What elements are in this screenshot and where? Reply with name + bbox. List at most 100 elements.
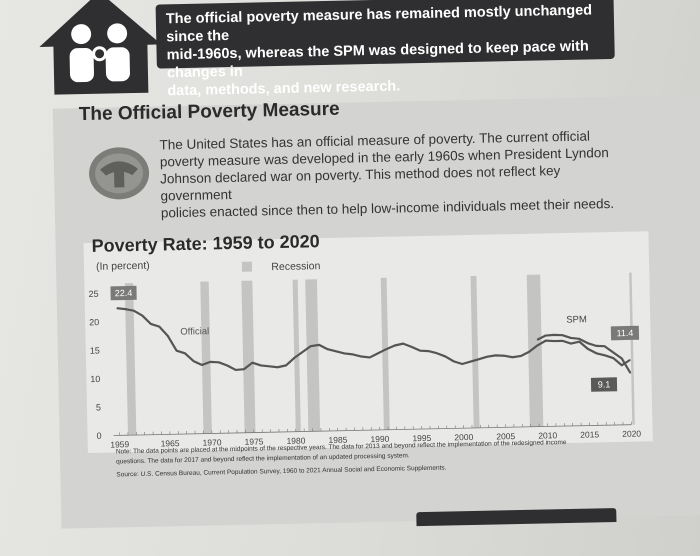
- official-data-point: [536, 344, 539, 346]
- official-data-point: [343, 352, 346, 355]
- recession-legend-swatch: [241, 261, 253, 272]
- official-data-point: [402, 343, 404, 345]
- official-data-point: [243, 368, 245, 370]
- official-data-point: [461, 363, 463, 365]
- y-tick-label: 15: [90, 346, 100, 356]
- official-data-point: [553, 340, 555, 342]
- spm-series-label: SPM: [566, 314, 587, 325]
- official-data-point: [167, 335, 169, 337]
- official-data-point: [520, 355, 522, 357]
- official-data-point: [310, 345, 312, 347]
- official-data-point: [158, 326, 160, 328]
- x-axis-line: [113, 424, 632, 436]
- official-data-point: [335, 350, 337, 352]
- official-end-value-label: 11.4: [616, 328, 633, 338]
- official-data-point: [503, 355, 505, 357]
- official-data-point: [141, 315, 143, 317]
- official-data-point: [150, 323, 152, 325]
- official-data-point: [352, 353, 354, 355]
- official-data-point: [385, 348, 388, 350]
- official-series-line: [116, 307, 631, 372]
- official-data-point: [133, 310, 135, 312]
- official-data-point: [285, 364, 287, 367]
- official-data-point: [277, 366, 279, 368]
- recession-band: [241, 280, 256, 433]
- official-data-point: [369, 356, 371, 359]
- official-data-point: [218, 361, 220, 363]
- x-tick-label: 1970: [202, 437, 221, 447]
- recession-band: [380, 277, 390, 430]
- official-data-point: [486, 356, 488, 358]
- x-tick-label: 1975: [244, 436, 263, 446]
- official-data-point: [629, 359, 631, 361]
- official-data-point: [578, 341, 580, 343]
- spm-end-value-box: [590, 377, 618, 392]
- official-data-point: [410, 346, 413, 348]
- spm-data-point: [570, 337, 572, 339]
- recession-band: [200, 281, 212, 434]
- y-tick-label: 10: [90, 374, 100, 384]
- government-seal-icon: [89, 147, 150, 200]
- official-data-point: [545, 340, 547, 342]
- recession-band: [305, 279, 321, 432]
- official-data-point: [235, 369, 237, 371]
- official-data-point: [175, 350, 178, 352]
- spm-series-line: [536, 333, 632, 374]
- recession-band: [470, 275, 480, 428]
- official-data-point: [184, 352, 186, 354]
- official-data-point: [260, 364, 262, 366]
- spm-data-point: [553, 334, 555, 336]
- spm-data-point: [612, 351, 614, 353]
- official-data-point: [604, 354, 606, 356]
- official-data-point: [453, 360, 455, 362]
- spm-data-point: [545, 334, 547, 337]
- official-data-point: [561, 340, 564, 342]
- y-tick-label: 25: [88, 289, 98, 299]
- x-tick-label: 2010: [538, 430, 557, 440]
- y-tick-label: 5: [96, 402, 101, 412]
- recession-band: [124, 283, 137, 436]
- official-data-point: [478, 358, 480, 360]
- spm-end-value-label: 9.1: [598, 379, 611, 389]
- official-data-point: [419, 350, 421, 352]
- official-data-point: [595, 352, 597, 354]
- official-data-point: [226, 364, 228, 367]
- spm-data-point: [621, 357, 623, 359]
- official-data-point: [209, 361, 211, 363]
- x-tick-label: 2020: [622, 428, 641, 438]
- official-data-point: [495, 354, 497, 356]
- x-tick-label: 2000: [454, 432, 473, 442]
- official-data-point: [427, 350, 430, 352]
- official-data-point: [444, 355, 446, 358]
- recession-band: [629, 272, 635, 425]
- official-data-point: [570, 342, 572, 345]
- x-tick-label: 2015: [580, 429, 599, 439]
- y-tick-label: 20: [89, 317, 99, 327]
- official-data-point: [511, 356, 514, 358]
- official-data-point: [470, 360, 472, 363]
- spm-data-point: [587, 342, 589, 344]
- official-data-point: [318, 344, 320, 346]
- official-data-point: [436, 352, 438, 354]
- y-tick-label: 0: [96, 431, 101, 441]
- official-data-point: [116, 307, 118, 309]
- official-data-point: [528, 351, 530, 353]
- official-data-point: [327, 348, 329, 350]
- x-tick-label: 1985: [328, 435, 347, 445]
- spm-data-point: [595, 345, 597, 347]
- official-data-point: [268, 365, 270, 367]
- start-value-box: [110, 285, 137, 301]
- x-tick-label: 1995: [412, 433, 431, 443]
- official-data-point: [394, 344, 396, 347]
- x-tick-label: 1965: [161, 438, 180, 448]
- family-house-icon: [39, 0, 162, 95]
- x-tick-label: 1959: [110, 439, 129, 449]
- official-data-point: [124, 308, 126, 310]
- x-tick-label: 2005: [496, 431, 515, 441]
- official-data-point: [377, 352, 379, 354]
- x-tick-label: 1980: [286, 435, 305, 445]
- official-data-point: [293, 357, 295, 359]
